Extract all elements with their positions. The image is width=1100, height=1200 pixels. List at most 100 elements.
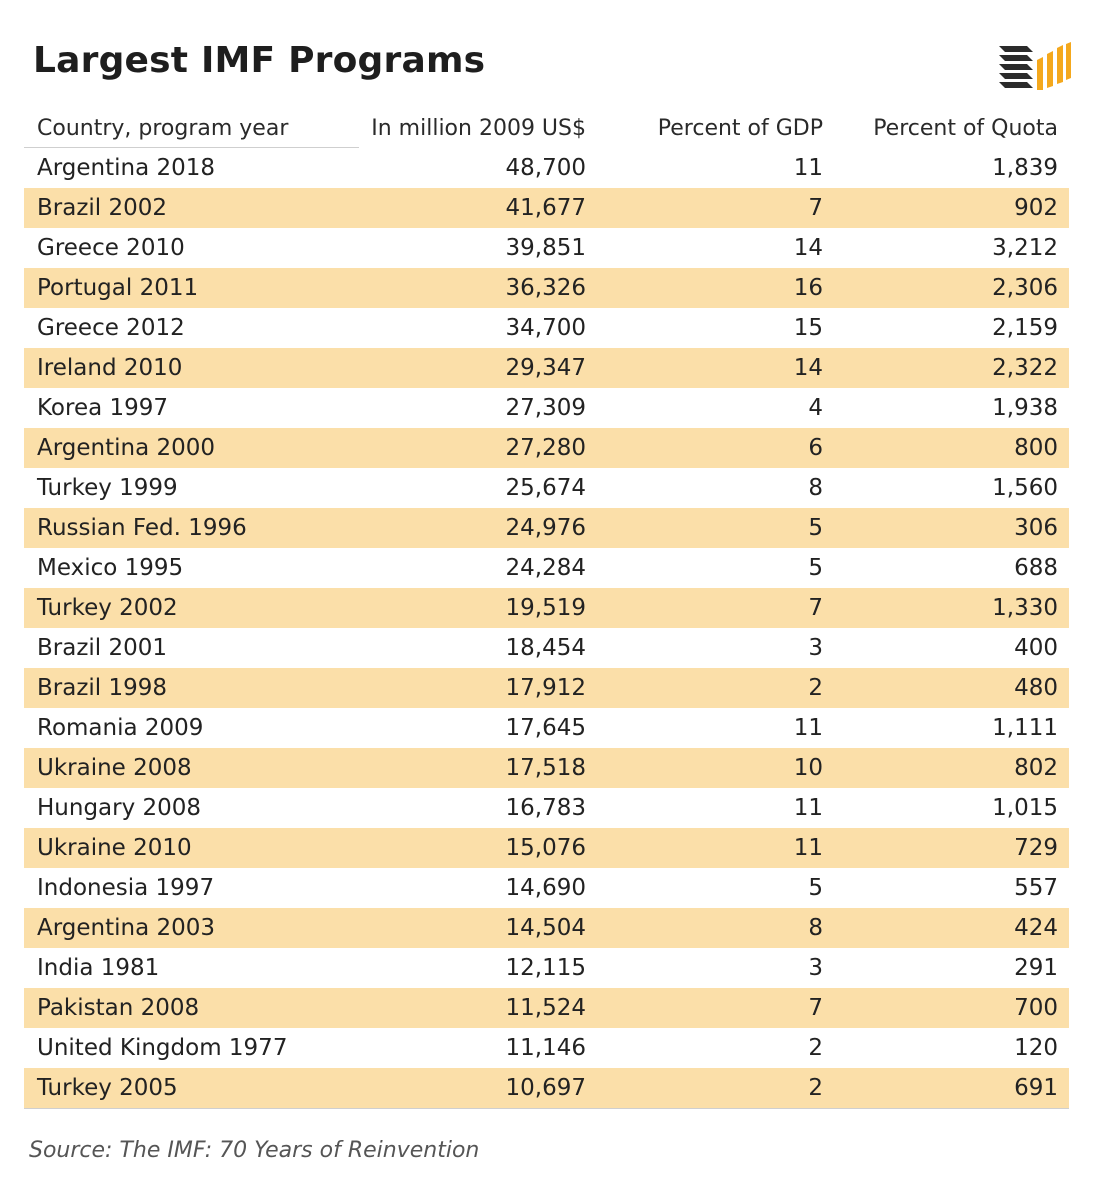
cell-percent-quota: 1,330 (992, 595, 1058, 621)
cell-million-usd: 17,645 (505, 715, 586, 741)
cell-country: Greece 2010 (37, 235, 185, 261)
cell-percent-quota: 400 (1014, 635, 1058, 661)
cell-country: Hungary 2008 (37, 795, 202, 821)
cell-percent-gdp: 11 (793, 715, 823, 741)
column-header-percent-quota: Percent of Quota (873, 116, 1058, 141)
cell-percent-gdp: 7 (808, 995, 823, 1021)
cell-million-usd: 12,115 (505, 955, 586, 981)
cell-million-usd: 41,677 (505, 195, 586, 221)
cell-million-usd: 36,326 (505, 275, 586, 301)
table-row: Portugal 2011 36,326 16 2,306 (24, 268, 1069, 308)
cell-percent-gdp: 11 (793, 155, 823, 181)
table-row: Greece 2010 39,851 14 3,212 (24, 228, 1069, 268)
cell-million-usd: 17,518 (505, 755, 586, 781)
cell-country: India 1981 (37, 955, 160, 981)
table-row: India 1981 12,115 3 291 (24, 948, 1069, 988)
table-row: Argentina 2018 48,700 11 1,839 (24, 148, 1069, 188)
cell-percent-gdp: 2 (808, 1035, 823, 1061)
cell-country: Brazil 2002 (37, 195, 168, 221)
cell-percent-gdp: 8 (808, 475, 823, 501)
cell-country: Argentina 2003 (37, 915, 216, 941)
source-note: Source: The IMF: 70 Years of Reinvention (29, 1138, 480, 1163)
cell-percent-gdp: 2 (808, 675, 823, 701)
cell-percent-quota: 424 (1014, 915, 1058, 941)
column-header-country: Country, program year (37, 116, 289, 141)
cell-percent-quota: 2,322 (992, 355, 1058, 381)
table-row: Pakistan 2008 11,524 7 700 (24, 988, 1069, 1028)
cell-percent-gdp: 11 (793, 795, 823, 821)
header-divider (24, 147, 359, 148)
table-row: United Kingdom 1977 11,146 2 120 (24, 1028, 1069, 1068)
cell-country: Greece 2012 (37, 315, 185, 341)
table-row: Mexico 1995 24,284 5 688 (24, 548, 1069, 588)
table-row: Romania 2009 17,645 11 1,111 (24, 708, 1069, 748)
stacked-bars-logo-icon (999, 42, 1071, 90)
table-row: Turkey 2002 19,519 7 1,330 (24, 588, 1069, 628)
cell-percent-quota: 688 (1014, 555, 1058, 581)
table-row: Brazil 1998 17,912 2 480 (24, 668, 1069, 708)
cell-percent-gdp: 7 (808, 595, 823, 621)
cell-percent-quota: 1,938 (992, 395, 1058, 421)
cell-million-usd: 11,524 (505, 995, 586, 1021)
table-row: Brazil 2002 41,677 7 902 (24, 188, 1069, 228)
cell-percent-gdp: 5 (808, 555, 823, 581)
cell-percent-quota: 691 (1014, 1075, 1058, 1101)
cell-percent-quota: 120 (1014, 1035, 1058, 1061)
cell-country: Romania 2009 (37, 715, 204, 741)
cell-country: Argentina 2000 (37, 435, 216, 461)
cell-million-usd: 16,783 (505, 795, 586, 821)
cell-million-usd: 14,690 (505, 875, 586, 901)
table-row: Argentina 2000 27,280 6 800 (24, 428, 1069, 468)
table-header: Country, program year In million 2009 US… (24, 108, 1069, 148)
cell-percent-gdp: 6 (808, 435, 823, 461)
cell-million-usd: 24,976 (505, 515, 586, 541)
cell-country: Ukraine 2008 (37, 755, 192, 781)
cell-percent-quota: 800 (1014, 435, 1058, 461)
cell-percent-quota: 902 (1014, 195, 1058, 221)
cell-country: Ireland 2010 (37, 355, 183, 381)
table-bottom-rule (24, 1108, 1069, 1109)
cell-percent-quota: 700 (1014, 995, 1058, 1021)
cell-percent-quota: 1,560 (992, 475, 1058, 501)
table-row: Turkey 1999 25,674 8 1,560 (24, 468, 1069, 508)
table-row: Ireland 2010 29,347 14 2,322 (24, 348, 1069, 388)
table-row: Indonesia 1997 14,690 5 557 (24, 868, 1069, 908)
table-row: Hungary 2008 16,783 11 1,015 (24, 788, 1069, 828)
cell-percent-gdp: 5 (808, 515, 823, 541)
cell-percent-quota: 802 (1014, 755, 1058, 781)
cell-percent-gdp: 16 (793, 275, 823, 301)
cell-million-usd: 34,700 (505, 315, 586, 341)
cell-million-usd: 11,146 (505, 1035, 586, 1061)
cell-percent-gdp: 3 (808, 955, 823, 981)
cell-country: Indonesia 1997 (37, 875, 215, 901)
cell-million-usd: 27,280 (505, 435, 586, 461)
table-row: Ukraine 2010 15,076 11 729 (24, 828, 1069, 868)
column-header-million-usd: In million 2009 US$ (371, 116, 586, 141)
cell-percent-quota: 1,111 (992, 715, 1058, 741)
cell-million-usd: 10,697 (505, 1075, 586, 1101)
cell-percent-gdp: 7 (808, 195, 823, 221)
cell-million-usd: 29,347 (505, 355, 586, 381)
cell-percent-quota: 2,159 (992, 315, 1058, 341)
data-table: Country, program year In million 2009 US… (24, 108, 1069, 1109)
cell-percent-quota: 306 (1014, 515, 1058, 541)
cell-country: Portugal 2011 (37, 275, 199, 301)
cell-percent-quota: 291 (1014, 955, 1058, 981)
cell-country: Argentina 2018 (37, 155, 216, 181)
cell-percent-quota: 729 (1014, 835, 1058, 861)
cell-country: Turkey 1999 (37, 475, 178, 501)
table-body: Argentina 2018 48,700 11 1,839 Brazil 2002 41… (24, 148, 1069, 1108)
cell-million-usd: 25,674 (505, 475, 586, 501)
cell-percent-quota: 3,212 (992, 235, 1058, 261)
cell-million-usd: 15,076 (505, 835, 586, 861)
table-row: Greece 2012 34,700 15 2,159 (24, 308, 1069, 348)
cell-percent-quota: 2,306 (992, 275, 1058, 301)
cell-million-usd: 18,454 (505, 635, 586, 661)
cell-percent-gdp: 10 (793, 755, 823, 781)
cell-million-usd: 27,309 (505, 395, 586, 421)
cell-percent-gdp: 14 (793, 355, 823, 381)
column-header-percent-gdp: Percent of GDP (657, 116, 823, 141)
cell-percent-gdp: 5 (808, 875, 823, 901)
cell-percent-gdp: 14 (793, 235, 823, 261)
cell-percent-gdp: 8 (808, 915, 823, 941)
